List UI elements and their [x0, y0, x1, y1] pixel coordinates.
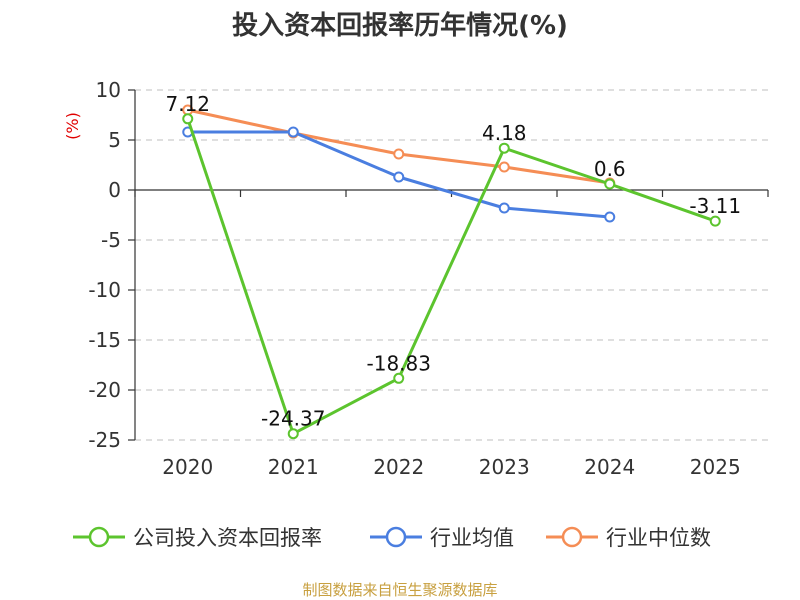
data-label: 0.6	[594, 157, 626, 181]
y-tick-label: 10	[96, 78, 121, 102]
legend-marker	[561, 526, 583, 548]
y-tick-label: -20	[88, 378, 121, 402]
x-tick-label: 2024	[584, 455, 635, 479]
axes	[128, 89, 769, 441]
x-tick-label: 2020	[162, 455, 213, 479]
data-point	[393, 148, 405, 160]
series-1	[182, 126, 616, 223]
y-tick-label: -25	[88, 428, 121, 452]
data-label: -24.37	[261, 407, 325, 431]
legend-label: 公司投入资本回报率	[133, 526, 322, 550]
data-point	[182, 113, 194, 125]
x-tick-label: 2021	[268, 455, 319, 479]
data-point	[604, 178, 616, 190]
data-point	[287, 428, 299, 440]
series-0	[182, 113, 721, 440]
x-tick-label: 2025	[690, 455, 741, 479]
data-point	[498, 202, 510, 214]
data-point	[498, 161, 510, 173]
legend-item-2[interactable]: 行业中位数	[546, 526, 711, 550]
legend-label: 行业均值	[430, 526, 514, 550]
data-point	[393, 171, 405, 183]
legend-item-1[interactable]: 行业均值	[370, 526, 514, 550]
data-point	[709, 215, 721, 227]
x-tick-labels: 2020 2021 2022 2023 2024 2025	[162, 455, 740, 479]
legend-item-0[interactable]: 公司投入资本回报率	[73, 526, 322, 550]
series-lines	[182, 104, 721, 440]
y-tick-label: -5	[101, 228, 121, 252]
y-tick-labels: 10 5 0 -5 -10 -15 -20 -25	[88, 78, 121, 452]
data-point	[498, 142, 510, 154]
data-point	[393, 372, 405, 384]
legend-label: 行业中位数	[606, 526, 711, 550]
legend-marker	[88, 526, 110, 548]
x-tick-label: 2023	[479, 455, 530, 479]
data-label: -3.11	[689, 194, 741, 218]
y-tick-label: 5	[108, 128, 121, 152]
data-labels: 7.12 -24.37 -18.83 4.18 0.6 -3.11	[165, 92, 741, 431]
x-tick-label: 2022	[373, 455, 424, 479]
y-tick-label: -10	[88, 278, 121, 302]
legend-marker	[385, 526, 407, 548]
y-tick-label: -15	[88, 328, 121, 352]
data-point	[287, 126, 299, 138]
data-label: 4.18	[482, 121, 527, 145]
y-tick-label: 0	[108, 178, 121, 202]
data-label: 7.12	[165, 92, 210, 116]
data-point	[604, 211, 616, 223]
source-note: 制图数据来自恒生聚源数据库	[302, 581, 497, 599]
chart-title: 投入资本回报率历年情况(%)	[232, 10, 568, 41]
legend[interactable]: 公司投入资本回报率 行业均值 行业中位数	[73, 526, 711, 550]
series-line	[186, 118, 716, 436]
y-axis-unit-label: (%)	[63, 112, 82, 140]
data-label: -18.83	[367, 351, 431, 375]
